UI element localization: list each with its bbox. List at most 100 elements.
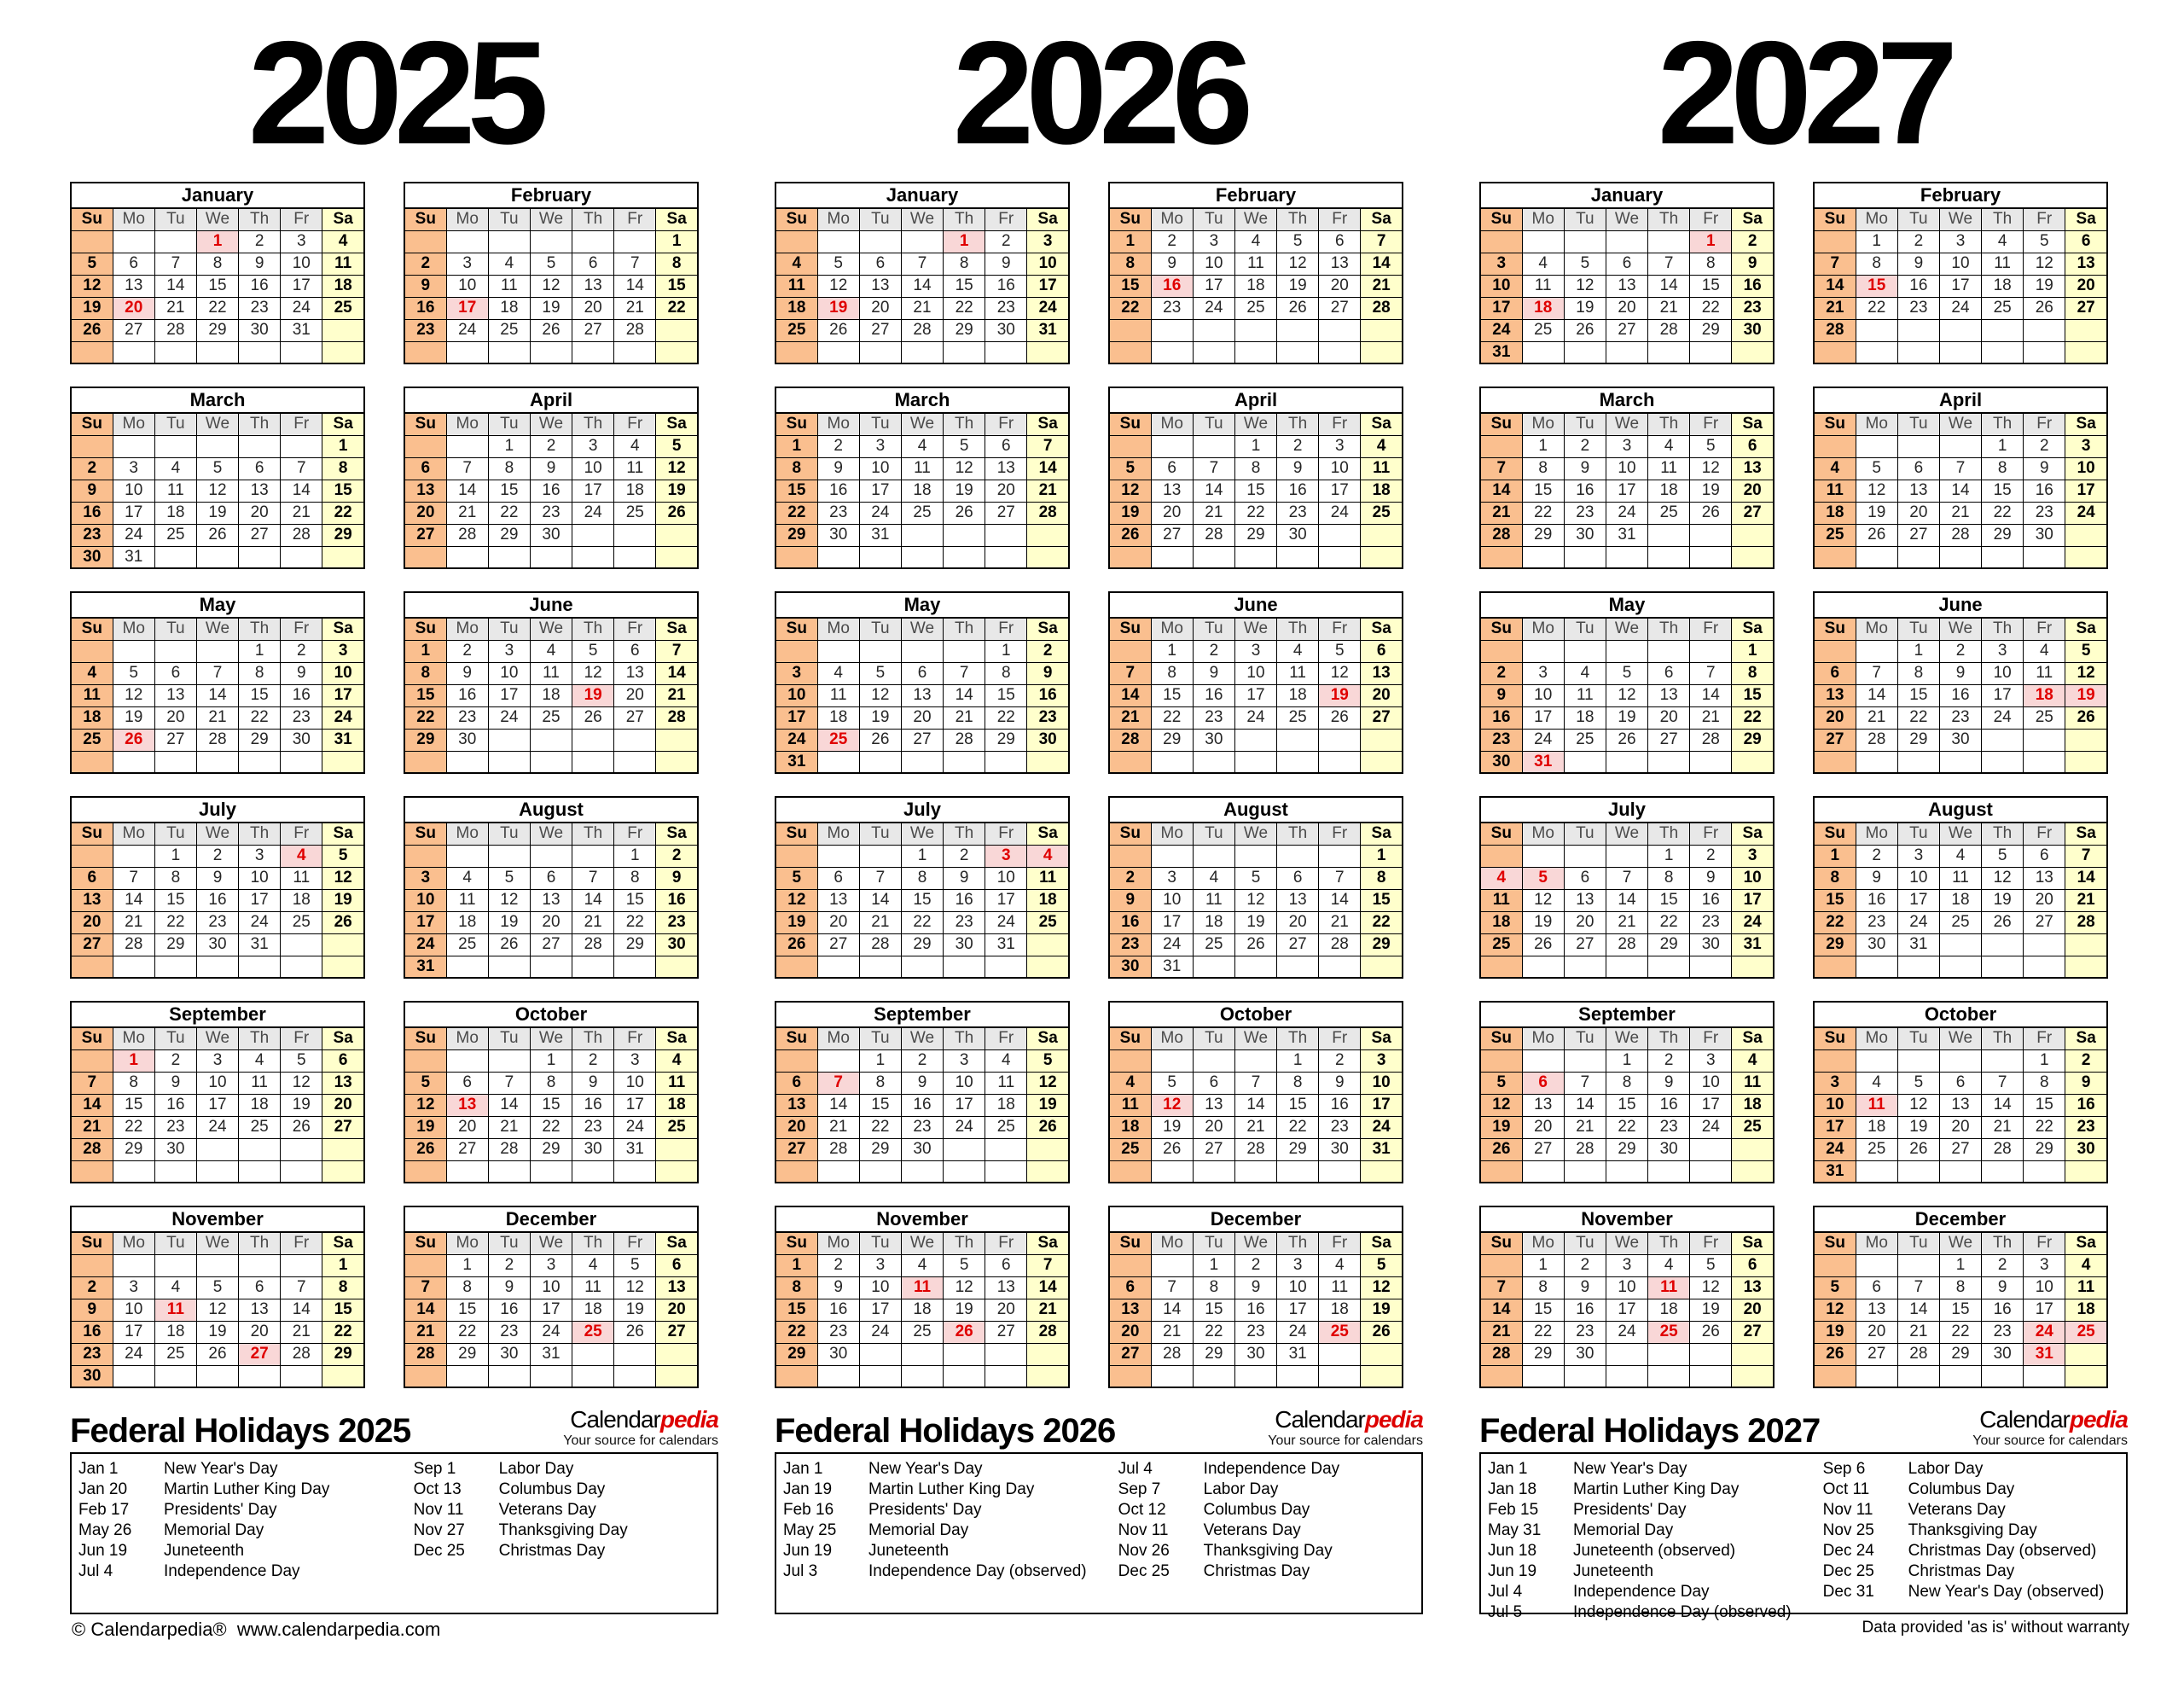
dow-header-cell: Fr [1689, 822, 1733, 846]
date-cell: 14 [1855, 683, 1898, 707]
date-cell: 11 [816, 683, 860, 707]
dow-header-cell: Sa [1360, 617, 1403, 641]
date-cell: 2 [1318, 1049, 1362, 1073]
month-title: February [1813, 182, 2108, 209]
date-cell: 6 [1318, 230, 1362, 253]
date-cell: 20 [1521, 1115, 1565, 1139]
calendarpedia-logo: Calendarpedia Your source for calendars [1268, 1408, 1424, 1448]
date-cell: 8 [1150, 661, 1194, 685]
dow-header-cell: Mo [445, 207, 489, 231]
holiday-name: Columbus Day [498, 1480, 606, 1498]
dow-header-cell: Sa [1731, 1231, 1774, 1255]
date-row: 6 7 8 9 10 11 12 [775, 1071, 1070, 1095]
holiday-name: Independence Day (observed) [1573, 1603, 1792, 1621]
date-cell-empty [572, 230, 615, 253]
date-cell-empty [1318, 1364, 1362, 1388]
date-cell: 17 [404, 910, 447, 934]
dow-header-cell: Fr [1689, 1026, 1733, 1050]
date-cell-empty [943, 1364, 986, 1388]
date-cell: 6 [985, 1253, 1028, 1277]
date-cell-empty [70, 230, 113, 253]
date-cell-empty [445, 545, 489, 569]
date-cell: 26 [572, 706, 615, 730]
date-cell: 8 [1981, 456, 2024, 480]
date-cell: 26 [1896, 1137, 1940, 1161]
date-cell: 21 [816, 1115, 860, 1139]
dow-header-cell: We [1605, 412, 1649, 436]
month-title: September [775, 1001, 1070, 1028]
date-cell: 16 [195, 888, 240, 912]
date-cell-empty [900, 230, 944, 253]
date-cell: 11 [985, 1071, 1028, 1095]
date-cell: 20 [1731, 479, 1774, 503]
date-cell: 22 [1108, 296, 1152, 320]
date-cell: 12 [1026, 1071, 1070, 1095]
date-cell: 24 [238, 910, 282, 934]
date-cell-empty [154, 340, 197, 364]
date-row: 12 13 14 15 16 17 18 [70, 274, 365, 298]
date-row [1108, 1160, 1403, 1183]
holiday-date: Feb 15 [1488, 1501, 1539, 1519]
date-cell: 2 [655, 844, 699, 868]
date-cell-empty [900, 639, 944, 663]
date-cell: 19 [1689, 1298, 1733, 1322]
date-cell-empty [1605, 545, 1649, 569]
date-cell: 20 [613, 683, 657, 707]
date-cell-empty [445, 1364, 489, 1388]
dow-header-cell: Tu [1563, 207, 1606, 231]
date-cell: 30 [70, 1364, 113, 1388]
dow-header-cell: Th [572, 822, 615, 846]
date-cell: 6 [1108, 1276, 1152, 1299]
month-title-row: January [70, 182, 365, 209]
date-cell: 16 [487, 1298, 531, 1322]
date-cell: 17 [1150, 910, 1194, 934]
date-cell-empty [487, 955, 531, 979]
date-cell: 3 [1360, 1049, 1403, 1073]
date-cell-empty [613, 955, 657, 979]
date-cell-empty [1479, 1049, 1523, 1073]
date-cell: 17 [1605, 479, 1649, 503]
date-cell: 12 [1689, 456, 1733, 480]
date-cell-empty [816, 545, 860, 569]
date-cell-holiday: 11 [154, 1298, 197, 1322]
date-cell: 15 [1896, 683, 1940, 707]
date-cell: 25 [1563, 728, 1606, 752]
date-cell: 28 [655, 706, 699, 730]
date-cell: 17 [112, 501, 155, 525]
dow-header-cell: Mo [445, 617, 489, 641]
date-cell: 14 [280, 1298, 323, 1322]
holidays-box: Jan 1 New Year's Day Jan 19 Martin Luther K… [775, 1452, 1423, 1614]
date-cell: 29 [1981, 523, 2024, 547]
date-cell-empty [985, 1342, 1028, 1366]
date-cell-empty [572, 955, 615, 979]
date-cell: 20 [1938, 1115, 1983, 1139]
date-cell: 28 [1813, 318, 1856, 342]
date-cell: 2 [900, 1049, 944, 1073]
date-cell-empty [1896, 545, 1940, 569]
month-calendar-march-2026: March Su Mo Tu We Th Fr Sa 1 2 3 4 5 6 7 8 9 10 11 12 13 14 15… [775, 387, 1070, 569]
date-cell: 28 [154, 318, 197, 342]
date-cell: 8 [195, 252, 240, 276]
date-row: 14 15 16 17 18 19 20 [1479, 479, 1774, 503]
date-cell-empty [1521, 955, 1565, 979]
dow-header-cell: We [900, 1026, 944, 1050]
date-cell: 5 [1563, 252, 1606, 276]
dow-header-cell: We [529, 617, 573, 641]
date-cell: 7 [280, 456, 323, 480]
date-row: 9 10 11 12 13 14 15 [404, 274, 699, 298]
month-title: November [775, 1206, 1070, 1233]
dow-header-cell: Mo [112, 1231, 155, 1255]
date-cell: 2 [1150, 230, 1194, 253]
date-cell: 12 [70, 274, 113, 298]
date-row: 30 31 [1108, 955, 1403, 979]
dow-header-cell: Mo [1855, 822, 1898, 846]
dow-header-cell: Th [1276, 617, 1320, 641]
date-cell: 1 [1276, 1049, 1320, 1073]
dow-header-cell: Sa [322, 1026, 365, 1050]
month-title: August [1813, 796, 2108, 823]
date-row: 12 13 14 15 16 17 18 [1108, 479, 1403, 503]
